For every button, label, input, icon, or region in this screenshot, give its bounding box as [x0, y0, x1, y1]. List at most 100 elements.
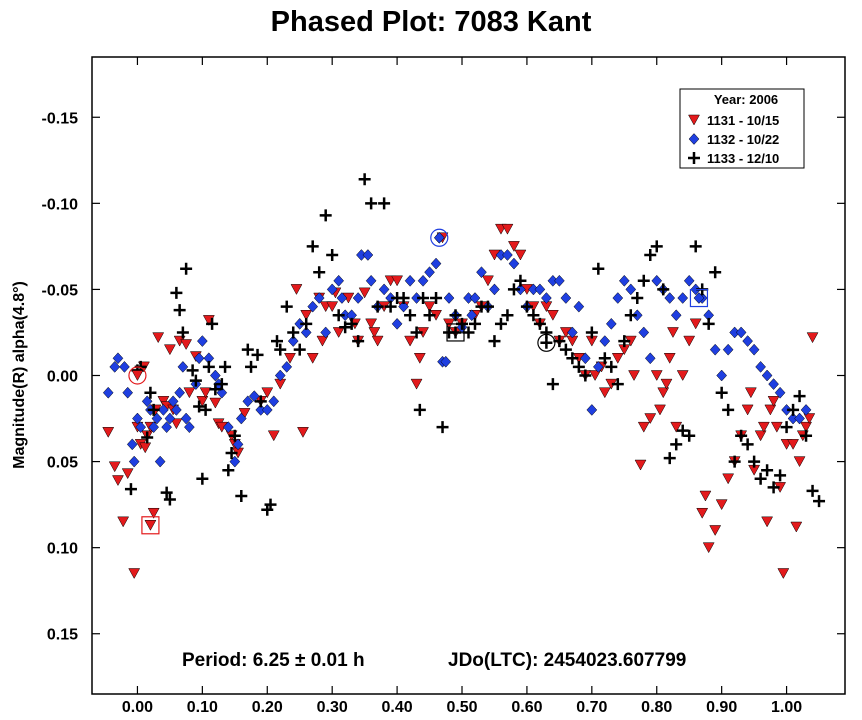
data-point: [592, 361, 604, 373]
data-point: [735, 326, 747, 339]
data-point: [365, 197, 378, 210]
data-point: [651, 274, 663, 287]
x-tick-label: 0.70: [576, 699, 607, 716]
data-point: [716, 369, 728, 382]
data-point: [197, 335, 208, 347]
data-point: [754, 472, 767, 485]
data-point: [307, 300, 319, 313]
data-point: [332, 309, 345, 322]
data-point: [663, 452, 676, 465]
data-point: [306, 240, 319, 253]
data-point: [579, 369, 592, 382]
data-point: [683, 335, 696, 347]
data-point: [235, 412, 247, 425]
data-point: [148, 421, 160, 434]
data-point: [767, 481, 780, 494]
data-point: [618, 335, 631, 348]
highlight-circle: [537, 333, 556, 352]
series-1131-10-15: [102, 223, 819, 580]
data-point: [300, 309, 313, 321]
data-point: [173, 304, 186, 317]
data-point: [650, 240, 663, 253]
data-point: [741, 438, 754, 451]
highlight-square: [446, 323, 465, 342]
data-point: [290, 284, 303, 295]
data-point: [365, 274, 377, 287]
data-point: [245, 360, 258, 373]
data-point: [209, 369, 221, 382]
data-point: [553, 335, 566, 348]
data-point: [800, 421, 812, 433]
data-point: [144, 386, 157, 399]
data-point: [774, 469, 787, 482]
data-point: [592, 262, 605, 275]
y-tick-label: 0.00: [47, 369, 78, 386]
data-point: [781, 404, 792, 416]
data-point: [199, 403, 212, 416]
data-point: [440, 355, 452, 368]
data-point: [319, 209, 332, 222]
data-point: [139, 442, 152, 454]
data-point: [293, 343, 306, 356]
data-point: [631, 292, 644, 305]
period-annotation: Period: 6.25 ± 0.01 h: [182, 650, 365, 671]
data-point: [469, 292, 481, 304]
data-point: [378, 283, 390, 296]
data-point: [339, 321, 352, 334]
data-point: [398, 300, 409, 313]
data-point: [365, 318, 378, 330]
data-point: [488, 335, 501, 348]
data-point: [566, 352, 579, 365]
chart-title: Phased Plot: 7083 Kant: [270, 6, 592, 38]
legend-label: 1133 - 12/10: [707, 151, 779, 166]
data-point: [676, 370, 689, 382]
data-point: [358, 287, 371, 299]
data-point: [554, 274, 565, 287]
data-point: [248, 390, 260, 403]
data-point: [793, 390, 806, 403]
data-point: [176, 326, 189, 339]
data-point: [449, 309, 462, 322]
legend-label: 1132 - 10/22: [707, 132, 779, 147]
highlight-point: [433, 231, 445, 244]
data-point: [163, 493, 176, 506]
data-point: [132, 412, 143, 425]
data-point: [764, 404, 777, 416]
data-point: [141, 431, 154, 444]
data-point: [794, 412, 805, 425]
data-point: [748, 455, 761, 468]
data-point: [443, 292, 455, 304]
data-point: [358, 173, 371, 186]
data-point: [287, 326, 300, 339]
data-point: [126, 438, 138, 451]
data-point: [683, 429, 696, 442]
data-point: [634, 459, 647, 471]
data-point: [345, 317, 358, 330]
y-tick-label: 0.15: [47, 627, 78, 644]
data-point: [430, 292, 443, 305]
highlight-circle: [128, 366, 147, 385]
y-tick-label: -0.15: [42, 110, 79, 127]
data-point: [128, 568, 141, 580]
data-point: [644, 413, 657, 425]
data-point: [768, 378, 779, 390]
x-tick-label: 0.40: [382, 699, 413, 716]
data-point: [683, 274, 695, 287]
data-point: [332, 327, 345, 338]
legend-marker: [688, 152, 700, 164]
data-point: [274, 369, 286, 382]
legend-box: [679, 88, 805, 169]
data-point: [117, 516, 130, 528]
data-point: [624, 309, 637, 322]
data-point: [560, 292, 572, 304]
data-point: [761, 464, 774, 477]
highlight-point: [540, 336, 553, 349]
data-point: [520, 300, 533, 313]
highlight-point: [693, 292, 705, 304]
data-point: [625, 283, 637, 296]
data-point: [417, 274, 429, 287]
data-point: [631, 309, 643, 322]
data-point: [121, 468, 134, 480]
legend-marker: [688, 114, 700, 126]
data-point: [158, 404, 169, 416]
